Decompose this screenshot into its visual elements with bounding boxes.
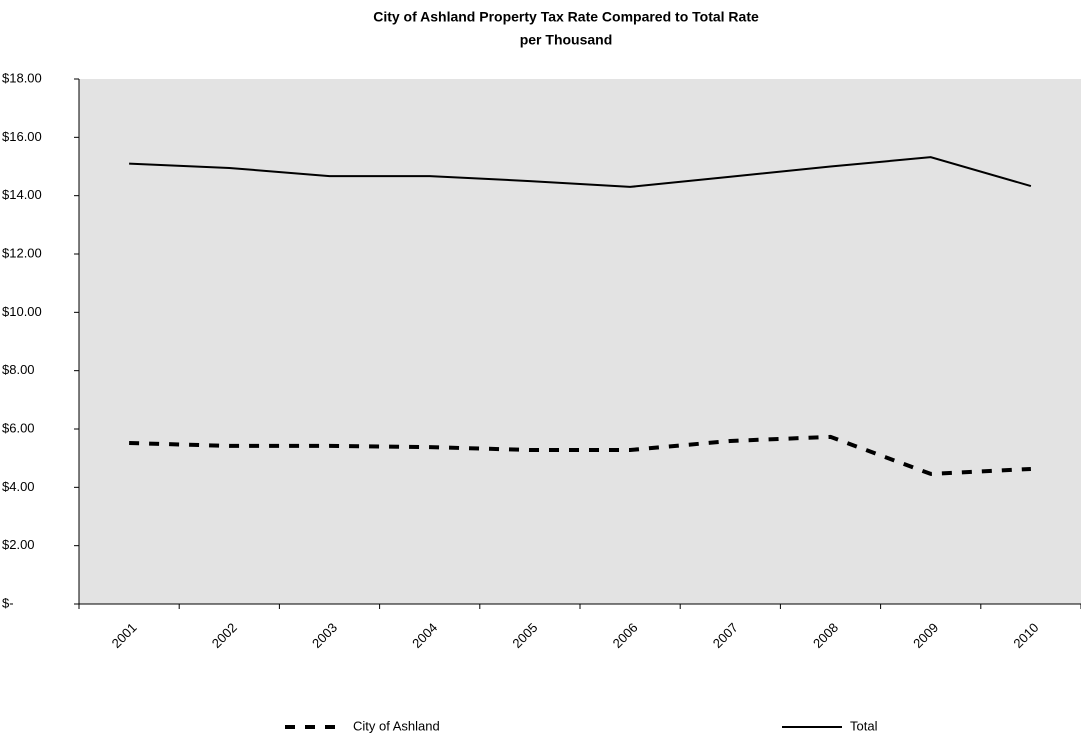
legend-label: Total: [850, 718, 878, 733]
y-tick-label: $8.00: [2, 362, 35, 377]
x-tick-label: 2004: [409, 620, 440, 651]
x-tick-label: 2005: [509, 620, 540, 651]
x-tick-label: 2008: [810, 620, 841, 651]
x-tick-label: 2009: [910, 620, 941, 651]
x-tick-label: 2003: [309, 620, 340, 651]
series-line: [129, 156, 1032, 188]
plot-area: [79, 79, 1081, 604]
y-tick-label: $-: [2, 595, 14, 610]
y-tick-label: $18.00: [2, 70, 42, 85]
y-tick-label: $4.00: [2, 479, 35, 494]
chart-title: City of Ashland Property Tax Rate Compar…: [373, 9, 759, 25]
y-tick-label: $14.00: [2, 187, 42, 202]
x-tick-label: 2001: [109, 620, 140, 651]
x-tick-label: 2002: [209, 620, 240, 651]
legend-label: City of Ashland: [353, 718, 440, 733]
y-tick-label: $12.00: [2, 245, 42, 260]
x-tick-label: 2006: [610, 620, 641, 651]
y-tick-label: $6.00: [2, 420, 35, 435]
y-tick-label: $16.00: [2, 129, 42, 144]
chart-subtitle: per Thousand: [520, 32, 613, 48]
y-tick-label: $2.00: [2, 537, 35, 552]
y-tick-label: $10.00: [2, 304, 42, 319]
x-tick-label: 2007: [710, 620, 741, 651]
x-tick-label: 2010: [1010, 620, 1041, 651]
